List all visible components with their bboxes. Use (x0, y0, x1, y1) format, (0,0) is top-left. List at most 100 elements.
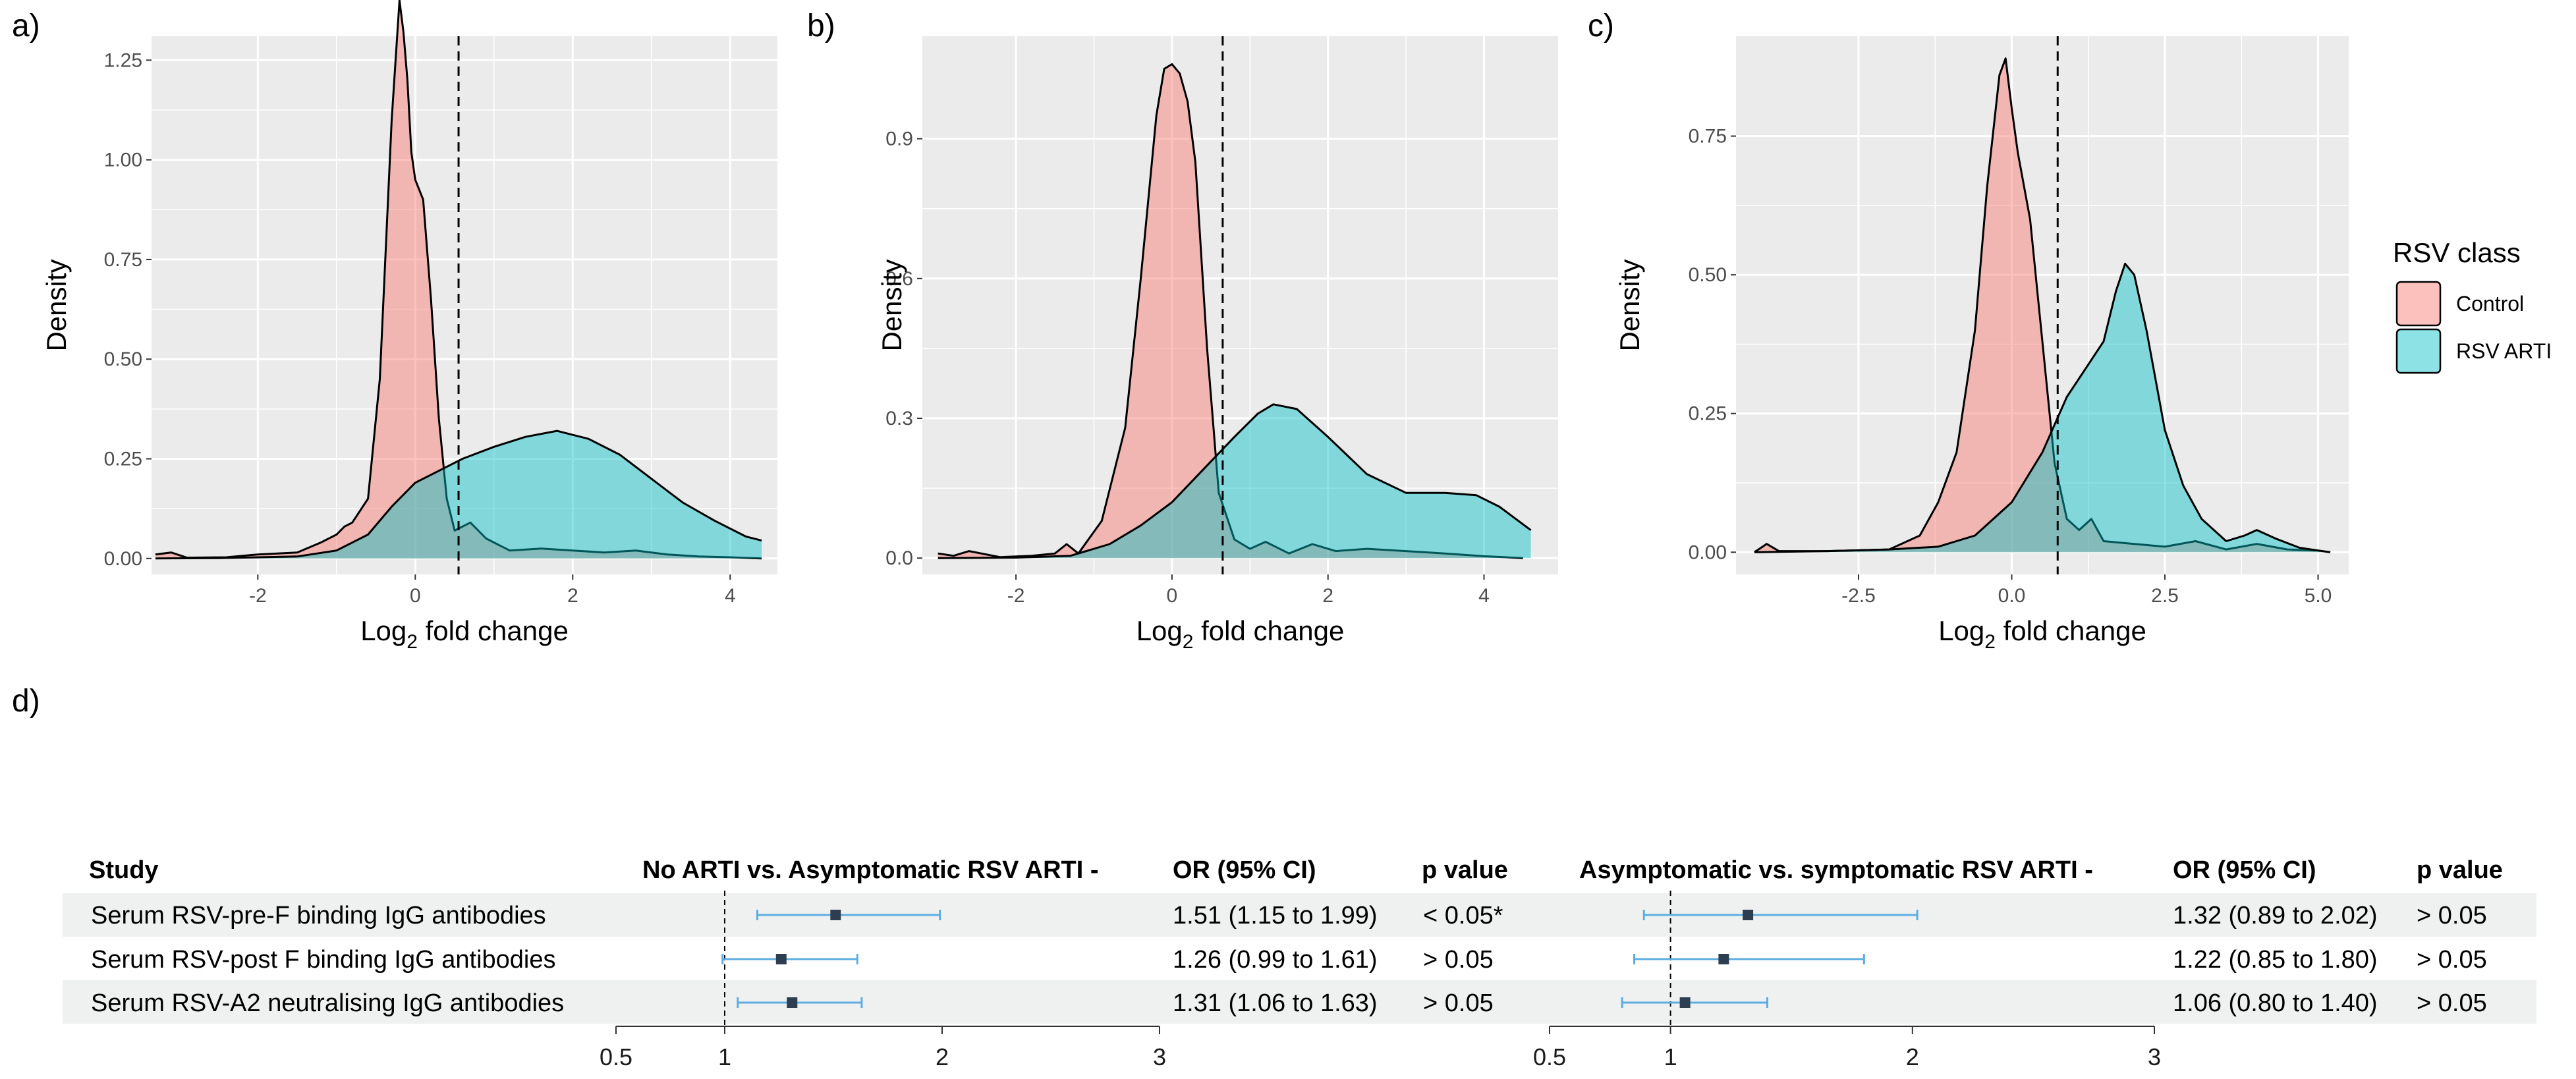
study-header: Study (89, 856, 159, 884)
density-line-rsv-arti (1754, 262, 2331, 553)
density-area-rsv-arti (938, 404, 1531, 559)
y-tick-label: 0.25 (1689, 403, 1727, 425)
legend-label-rsv-arti: RSV ARTI (2456, 339, 2552, 363)
study-label-3: Serum RSV-A2 neutralising IgG antibodies (91, 989, 564, 1017)
density-panel-a: -2 0 2 4 0.00 0.25 0.50 0.75 1.00 1.25 a) Density Lo… (12, 0, 777, 653)
comparison-1-or-header: OR (95% CI) (1173, 856, 1316, 884)
comparison-2-or-3: 1.06 (0.80 to 1.40) (2173, 989, 2378, 1017)
panel-background (152, 36, 777, 574)
panel-label: a) (12, 9, 40, 43)
x-axis-title: Log2 fold change (360, 615, 569, 653)
y-tick-label: 1.25 (104, 49, 142, 71)
x-tick-label: 0 (1167, 585, 1178, 607)
y-tick-label: 0.3 (885, 408, 913, 429)
x-tick-label: 2.5 (2151, 585, 2179, 607)
y-tick-label: 0.50 (1689, 264, 1727, 286)
comparison-1-p-1: < 0.05* (1423, 902, 1503, 929)
comparison-2-p-1: > 0.05 (2417, 902, 2487, 929)
comparison-2-p-header: p value (2417, 856, 2503, 884)
point-estimate (775, 954, 787, 964)
y-tick-label: 0.25 (104, 448, 142, 470)
x-tick-label: -2 (249, 585, 267, 607)
forest-x-tick-label: 3 (2148, 1043, 2161, 1070)
point-estimate (1679, 997, 1691, 1008)
x-axis-title-rest: fold change (1193, 615, 1344, 646)
y-axis-title: Density (876, 259, 907, 351)
y-axis-title: Density (41, 259, 72, 351)
y-tick-label: 0.50 (104, 348, 142, 370)
legend-label-control: Control (2456, 292, 2524, 316)
x-tick-label: 2 (1322, 585, 1333, 607)
x-axis-title-log: Log (360, 615, 406, 646)
comparison-2-p-2: > 0.05 (2417, 946, 2487, 974)
comparison-1-p-2: > 0.05 (1423, 946, 1494, 974)
panel-label: c) (1588, 9, 1614, 43)
study-label-1: Serum RSV-pre-F binding IgG antibodies (91, 902, 546, 929)
comparison-1-or-3: 1.31 (1.06 to 1.63) (1173, 989, 1378, 1017)
x-tick-label: 2 (567, 585, 578, 607)
legend-key-rsv-arti (2395, 328, 2442, 374)
density-area-rsv-arti (1754, 263, 2331, 553)
panel-label-d: d) (12, 684, 40, 719)
x-axis-title-subscript: 2 (1183, 631, 1194, 653)
x-tick-label: -2.5 (1841, 585, 1876, 607)
comparison-2-p-3: > 0.05 (2417, 989, 2487, 1017)
x-tick-label: -2 (1007, 585, 1025, 607)
x-axis-title-rest: fold change (1996, 615, 2146, 646)
forest-plot-2: 0.5 1 2 3 (1533, 891, 2161, 1070)
forest-x-tick-label: 0.5 (600, 1043, 632, 1070)
y-tick-label: 0.75 (104, 249, 142, 271)
y-tick-label: 0.00 (1689, 541, 1727, 563)
forest-x-tick-label: 2 (936, 1043, 949, 1070)
y-tick-label: 0.6 (885, 268, 913, 290)
point-estimate (787, 997, 798, 1008)
density-panel-c: -2.5 0.0 2.5 5.0 0.00 0.25 0.50 0.75 c) Density Lo… (1588, 9, 2349, 653)
panel-background (922, 36, 1558, 574)
x-axis-title: Log2 fold change (1136, 615, 1345, 653)
x-axis-title-log: Log (1938, 615, 1984, 646)
panel-label: b) (807, 9, 835, 43)
row-shade-1 (63, 893, 2536, 937)
y-axis-title: Density (1614, 259, 1645, 351)
row-shade-3 (63, 980, 2536, 1024)
y-tick-label: 0.75 (1689, 126, 1727, 148)
x-tick-label: 0.0 (1998, 585, 2026, 607)
comparison-1-or-2: 1.26 (0.99 to 1.61) (1173, 946, 1378, 974)
forest-x-tick-label: 1 (718, 1043, 731, 1070)
comparison-1-title: No ARTI vs. Asymptomatic RSV ARTI - (642, 856, 1099, 884)
legend-title: RSV class (2393, 237, 2521, 268)
forest-plot-panel: d) Study Serum RSV-pre-F binding IgG ant… (12, 684, 2536, 1070)
density-line-control (1754, 57, 2331, 553)
x-axis-title-rest: fold change (418, 615, 569, 646)
point-estimate (1743, 910, 1754, 920)
y-tick-label: 0.00 (104, 548, 142, 570)
x-axis-title: Log2 fold change (1938, 615, 2146, 653)
comparison-1-or-1: 1.51 (1.15 to 1.99) (1173, 902, 1378, 929)
density-line-control (938, 63, 1523, 559)
y-tick-label: 0.9 (885, 128, 913, 150)
study-label-2: Serum RSV-post F binding IgG antibodies (91, 946, 556, 974)
panel-background (1736, 36, 2349, 574)
comparison-2-or-1: 1.32 (0.89 to 2.02) (2173, 902, 2378, 929)
comparison-1-p-header: p value (1422, 856, 1508, 884)
comparison-2-or-header: OR (95% CI) (2173, 856, 2316, 884)
density-line-control (155, 0, 762, 560)
density-line-rsv-arti (938, 403, 1532, 559)
legend: RSV class Control RSV ARTI (2393, 237, 2552, 374)
point-estimate (1718, 954, 1729, 964)
x-axis-title-log: Log (1136, 615, 1183, 646)
x-tick-label: 5.0 (2305, 585, 2332, 607)
legend-key-control (2395, 281, 2442, 327)
x-axis-title-subscript: 2 (1984, 631, 1996, 653)
forest-plot-1: 0.5 1 2 3 (600, 891, 1166, 1070)
forest-x-tick-label: 2 (1906, 1043, 1919, 1070)
comparison-1-p-3: > 0.05 (1423, 989, 1494, 1017)
point-estimate (830, 910, 841, 920)
comparison-2-or-2: 1.22 (0.85 to 1.80) (2173, 946, 2378, 974)
density-line-rsv-arti (155, 429, 762, 560)
comparison-2-title: Asymptomatic vs. symptomatic RSV ARTI - (1579, 856, 2093, 884)
x-axis-title-subscript: 2 (406, 631, 418, 653)
forest-x-tick-label: 0.5 (1533, 1043, 1566, 1070)
